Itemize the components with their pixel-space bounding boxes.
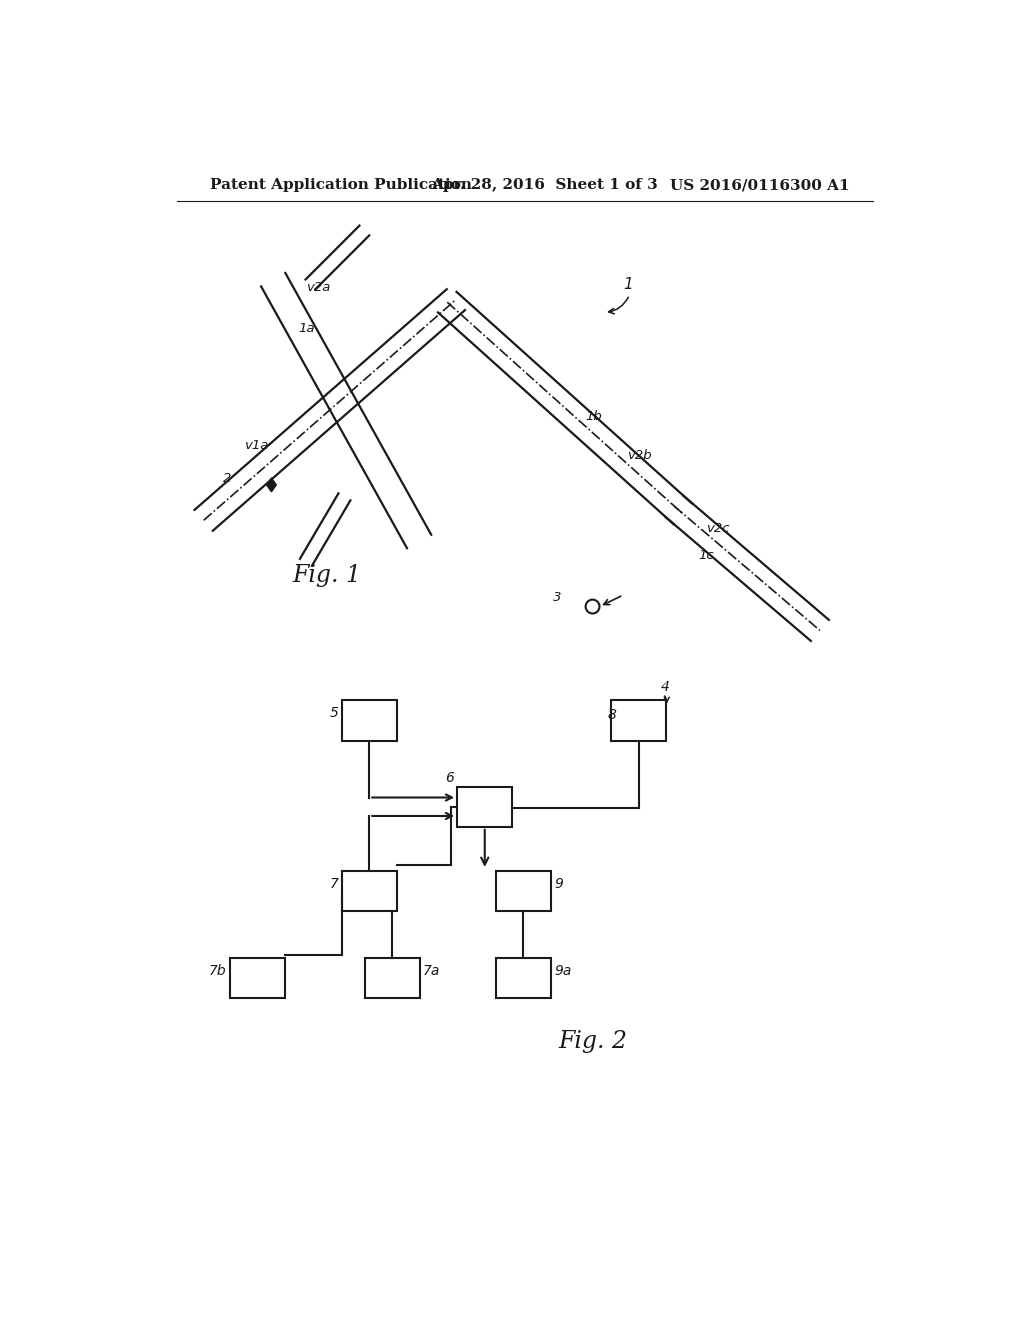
Polygon shape [266,478,276,492]
Text: 6: 6 [445,771,454,785]
Bar [457,787,512,826]
Text: Fig. 2: Fig. 2 [558,1030,627,1053]
Bar [611,701,667,741]
Text: 7b: 7b [209,964,226,978]
Bar [496,871,551,911]
Text: 7: 7 [330,876,339,891]
Text: 8: 8 [608,708,616,722]
Text: 7a: 7a [423,964,440,978]
Text: 9: 9 [554,876,563,891]
Text: Apr. 28, 2016  Sheet 1 of 3: Apr. 28, 2016 Sheet 1 of 3 [431,178,657,193]
Text: 1b: 1b [585,411,602,424]
Bar [365,958,420,998]
Bar [342,871,397,911]
Text: v2c: v2c [707,521,730,535]
Text: v2b: v2b [628,449,652,462]
Text: v2a: v2a [306,281,331,294]
Text: 1a: 1a [298,322,315,335]
Text: US 2016/0116300 A1: US 2016/0116300 A1 [670,178,849,193]
Bar [342,701,397,741]
Text: 1c: 1c [698,549,715,562]
Text: 9a: 9a [554,964,571,978]
Text: Fig. 1: Fig. 1 [292,564,361,587]
Text: 5: 5 [330,706,339,719]
Text: 4: 4 [660,680,670,694]
Bar [230,958,286,998]
Bar [496,958,551,998]
Text: Patent Application Publication: Patent Application Publication [210,178,472,193]
Text: 2: 2 [223,471,231,484]
Text: 1: 1 [624,277,633,292]
Text: v1a: v1a [244,440,268,453]
Text: 3: 3 [553,591,561,605]
